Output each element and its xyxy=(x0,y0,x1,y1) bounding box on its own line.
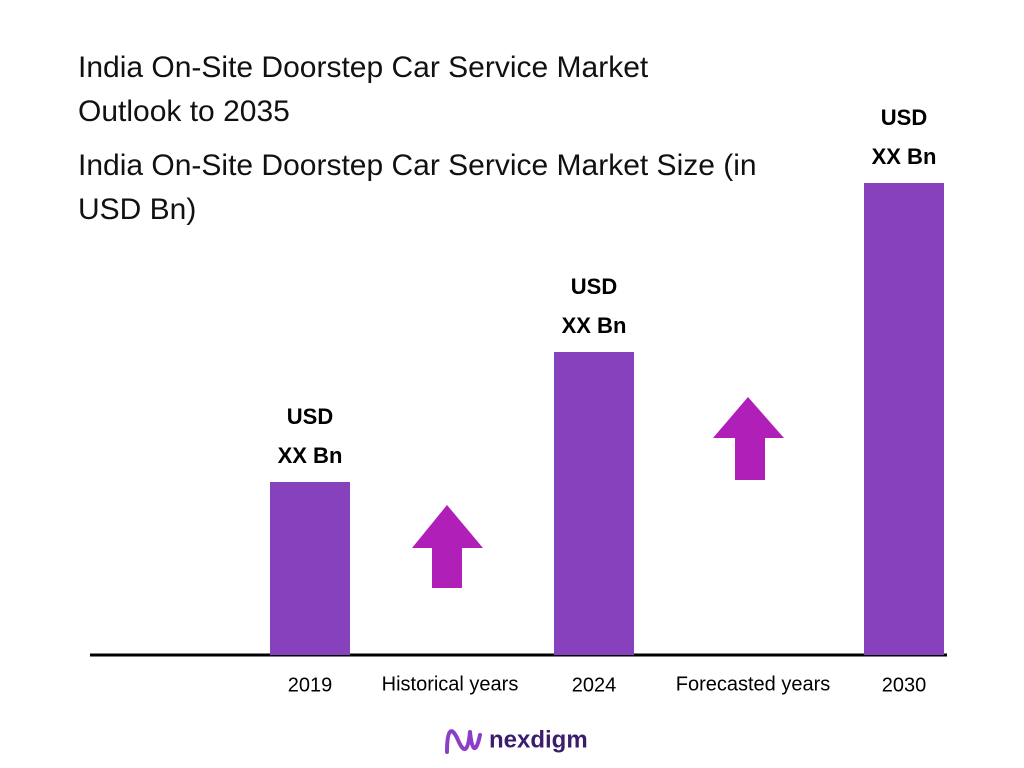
x-tick-label: 2030 xyxy=(882,674,927,696)
value-label: XX Bn xyxy=(562,313,627,338)
x-tick-label: 2019 xyxy=(288,674,333,696)
chart-subtitle: India On-Site Doorstep Car Service Marke… xyxy=(78,149,757,226)
logo-icon xyxy=(445,729,482,754)
bar xyxy=(270,482,350,655)
value-label: USD xyxy=(571,274,617,299)
value-label: XX Bn xyxy=(278,443,343,468)
value-label: USD xyxy=(881,105,927,130)
chart-title: India On-Site Doorstep Car Service Marke… xyxy=(78,51,649,128)
bar xyxy=(554,352,634,655)
logo: nexdigm xyxy=(445,726,588,754)
value-label: USD xyxy=(287,404,333,429)
annotation: Historical years xyxy=(382,673,519,695)
annotation: Forecasted years xyxy=(676,673,831,695)
growth-arrow xyxy=(412,505,483,588)
x-tick-label: 2024 xyxy=(572,674,617,696)
growth-arrow xyxy=(713,397,784,480)
logo-text: nexdigm xyxy=(489,726,588,753)
value-label: XX Bn xyxy=(872,144,937,169)
bar xyxy=(864,183,944,655)
